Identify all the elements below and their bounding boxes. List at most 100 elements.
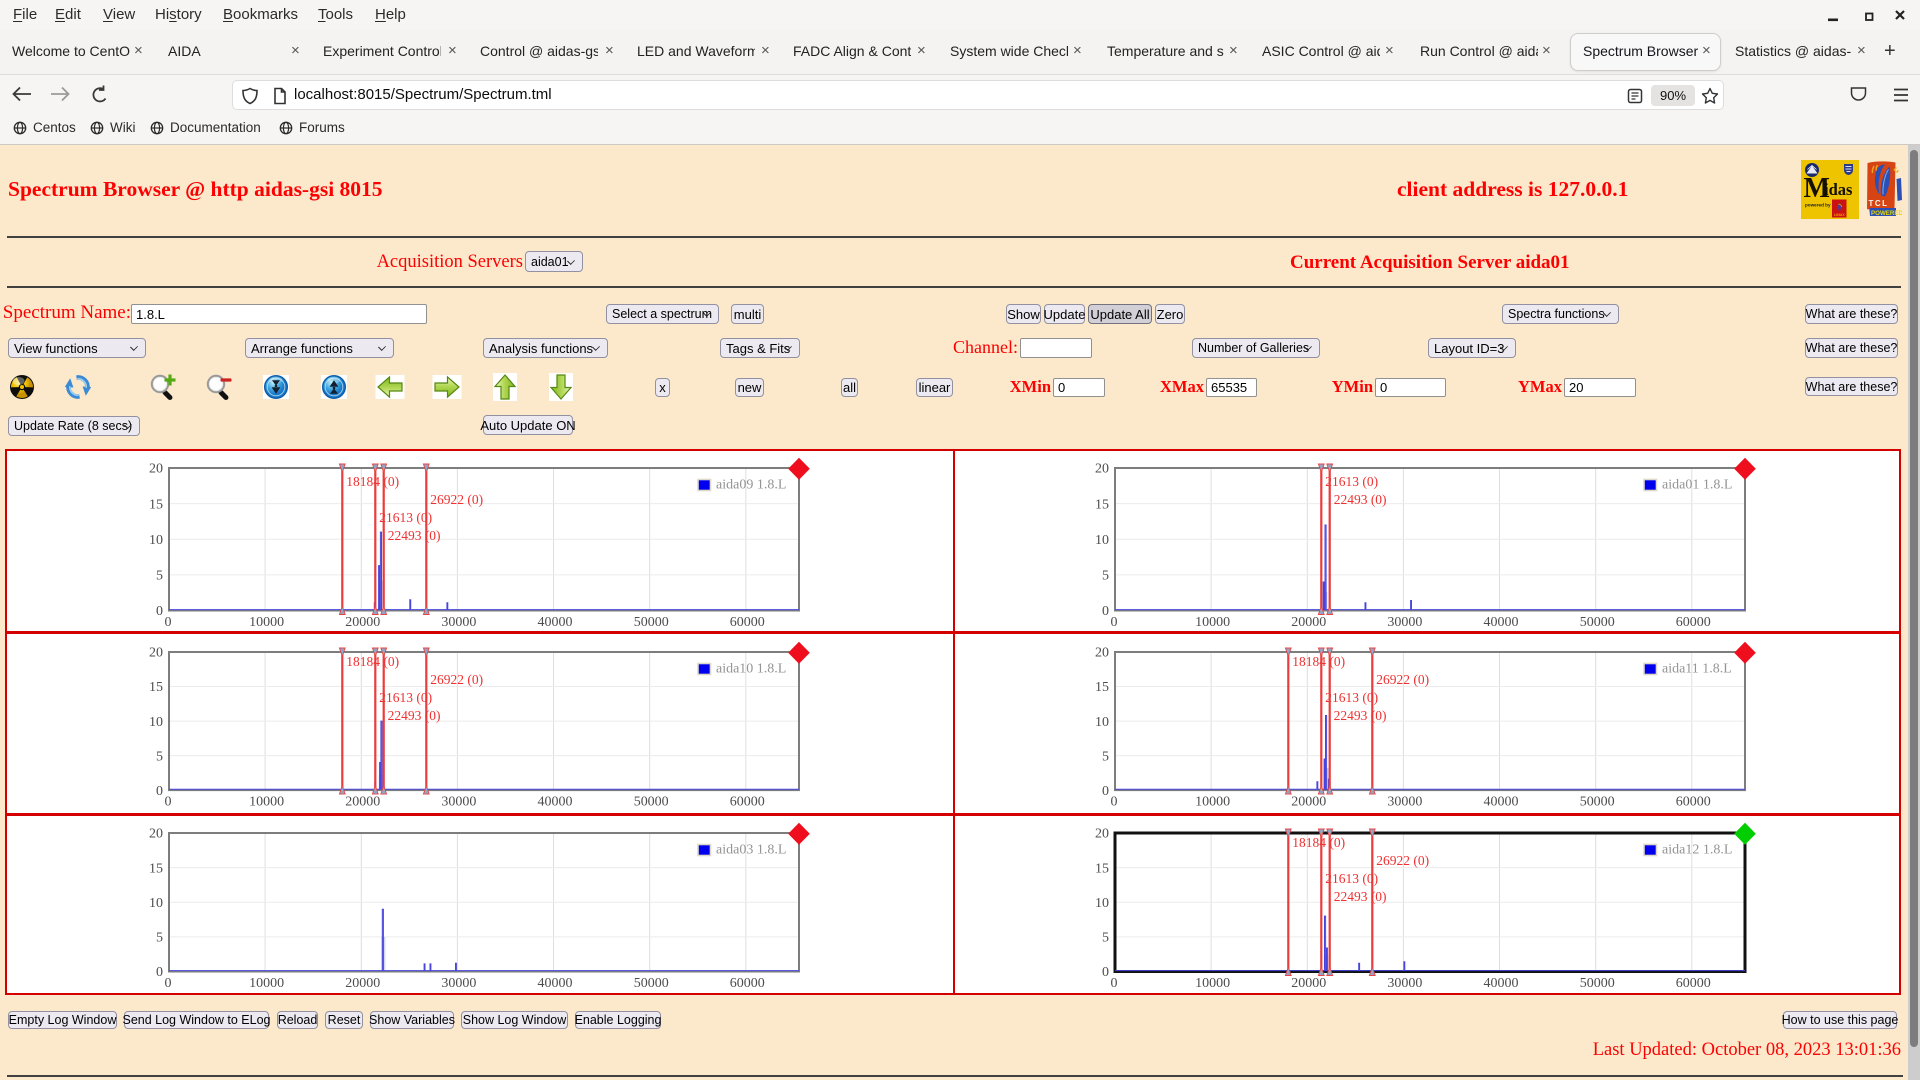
svg-text:26922 (0): 26922 (0) bbox=[1376, 672, 1429, 687]
svg-text:0: 0 bbox=[165, 976, 172, 991]
svg-text:60000: 60000 bbox=[730, 615, 765, 630]
svg-text:40000: 40000 bbox=[1484, 976, 1519, 991]
svg-text:0: 0 bbox=[1111, 795, 1118, 810]
svg-text:50000: 50000 bbox=[1580, 976, 1615, 991]
svg-text:idas: idas bbox=[1824, 180, 1853, 199]
svg-text:50000: 50000 bbox=[1580, 615, 1615, 630]
svg-text:10: 10 bbox=[1095, 533, 1109, 548]
svg-text:22493 (0): 22493 (0) bbox=[1334, 492, 1387, 507]
svg-text:40000: 40000 bbox=[1484, 615, 1519, 630]
svg-text:aida10 1.8.L: aida10 1.8.L bbox=[716, 662, 786, 677]
svg-text:10000: 10000 bbox=[249, 615, 284, 630]
svg-text:22493 (0): 22493 (0) bbox=[1334, 708, 1387, 723]
svg-text:0: 0 bbox=[165, 795, 172, 810]
svg-text:10: 10 bbox=[149, 896, 163, 911]
svg-text:5: 5 bbox=[1102, 568, 1109, 583]
svg-text:21613 (0): 21613 (0) bbox=[1325, 871, 1378, 886]
svg-text:20: 20 bbox=[1095, 461, 1109, 476]
svg-text:30000: 30000 bbox=[441, 795, 476, 810]
svg-text:50000: 50000 bbox=[634, 615, 669, 630]
svg-text:0: 0 bbox=[1102, 965, 1109, 980]
svg-text:10000: 10000 bbox=[1195, 615, 1230, 630]
svg-text:30000: 30000 bbox=[441, 976, 476, 991]
svg-text:15: 15 bbox=[149, 497, 163, 512]
svg-text:30000: 30000 bbox=[1387, 795, 1422, 810]
svg-text:10: 10 bbox=[1095, 715, 1109, 730]
svg-text:26922 (0): 26922 (0) bbox=[1376, 853, 1429, 868]
svg-text:aida12 1.8.L: aida12 1.8.L bbox=[1662, 843, 1732, 858]
svg-text:30000: 30000 bbox=[1387, 615, 1422, 630]
svg-text:20000: 20000 bbox=[1291, 976, 1326, 991]
svg-text:60000: 60000 bbox=[1676, 615, 1711, 630]
svg-text:40000: 40000 bbox=[538, 615, 573, 630]
svg-text:aida11 1.8.L: aida11 1.8.L bbox=[1662, 662, 1732, 677]
svg-text:LINUX: LINUX bbox=[1834, 213, 1845, 217]
svg-text:aida03 1.8.L: aida03 1.8.L bbox=[716, 843, 786, 858]
svg-text:15: 15 bbox=[1095, 680, 1109, 695]
svg-text:0: 0 bbox=[165, 615, 172, 630]
svg-text:0: 0 bbox=[1102, 604, 1109, 619]
svg-text:5: 5 bbox=[156, 931, 163, 946]
svg-text:0: 0 bbox=[1111, 976, 1118, 991]
svg-text:21613 (0): 21613 (0) bbox=[379, 510, 432, 525]
svg-text:15: 15 bbox=[149, 861, 163, 876]
svg-text:21613 (0): 21613 (0) bbox=[1325, 690, 1378, 705]
svg-text:20000: 20000 bbox=[345, 615, 380, 630]
svg-text:22493 (0): 22493 (0) bbox=[388, 528, 441, 543]
svg-text:30000: 30000 bbox=[1387, 976, 1422, 991]
svg-text:POWERED: POWERED bbox=[1871, 210, 1902, 217]
svg-text:30000: 30000 bbox=[441, 615, 476, 630]
svg-text:10000: 10000 bbox=[1195, 795, 1230, 810]
svg-text:50000: 50000 bbox=[1580, 795, 1615, 810]
svg-text:10: 10 bbox=[149, 715, 163, 730]
svg-text:15: 15 bbox=[1095, 497, 1109, 512]
svg-text:20: 20 bbox=[149, 646, 163, 661]
svg-text:20000: 20000 bbox=[345, 795, 380, 810]
svg-text:5: 5 bbox=[1102, 931, 1109, 946]
svg-text:18184 (0): 18184 (0) bbox=[1292, 654, 1345, 669]
svg-text:18184 (0): 18184 (0) bbox=[1292, 835, 1345, 850]
svg-text:18184 (0): 18184 (0) bbox=[346, 474, 399, 489]
svg-text:26922 (0): 26922 (0) bbox=[430, 672, 483, 687]
svg-text:60000: 60000 bbox=[730, 795, 765, 810]
svg-text:60000: 60000 bbox=[1676, 976, 1711, 991]
svg-text:aida01 1.8.L: aida01 1.8.L bbox=[1662, 477, 1732, 492]
svg-text:5: 5 bbox=[156, 568, 163, 583]
svg-text:40000: 40000 bbox=[538, 976, 573, 991]
svg-text:10000: 10000 bbox=[1195, 976, 1230, 991]
svg-text:powered by: powered by bbox=[1805, 203, 1831, 208]
svg-text:60000: 60000 bbox=[730, 976, 765, 991]
svg-text:21613 (0): 21613 (0) bbox=[379, 690, 432, 705]
svg-text:aida09 1.8.L: aida09 1.8.L bbox=[716, 477, 786, 492]
svg-text:TCL: TCL bbox=[1869, 199, 1889, 208]
svg-text:50000: 50000 bbox=[634, 795, 669, 810]
svg-text:20: 20 bbox=[149, 827, 163, 842]
svg-text:50000: 50000 bbox=[634, 976, 669, 991]
svg-text:5: 5 bbox=[1102, 750, 1109, 765]
svg-text:20000: 20000 bbox=[1291, 615, 1326, 630]
svg-text:M: M bbox=[1804, 173, 1830, 204]
svg-text:5: 5 bbox=[156, 750, 163, 765]
svg-text:0: 0 bbox=[1111, 615, 1118, 630]
svg-text:40000: 40000 bbox=[538, 795, 573, 810]
svg-text:20000: 20000 bbox=[1291, 795, 1326, 810]
svg-text:15: 15 bbox=[1095, 861, 1109, 876]
svg-text:0: 0 bbox=[156, 604, 163, 619]
svg-text:20000: 20000 bbox=[345, 976, 380, 991]
svg-text:21613 (0): 21613 (0) bbox=[1325, 474, 1378, 489]
svg-text:22493 (0): 22493 (0) bbox=[1334, 889, 1387, 904]
svg-text:0: 0 bbox=[156, 965, 163, 980]
svg-text:10: 10 bbox=[1095, 896, 1109, 911]
svg-text:0: 0 bbox=[1102, 784, 1109, 799]
svg-text:15: 15 bbox=[149, 680, 163, 695]
svg-text:10000: 10000 bbox=[249, 795, 284, 810]
svg-text:20: 20 bbox=[149, 461, 163, 476]
svg-text:60000: 60000 bbox=[1676, 795, 1711, 810]
svg-text:26922 (0): 26922 (0) bbox=[430, 492, 483, 507]
svg-text:22493 (0): 22493 (0) bbox=[388, 708, 441, 723]
svg-text:20: 20 bbox=[1095, 646, 1109, 661]
svg-text:18184 (0): 18184 (0) bbox=[346, 654, 399, 669]
svg-text:10000: 10000 bbox=[249, 976, 284, 991]
svg-text:40000: 40000 bbox=[1484, 795, 1519, 810]
svg-text:0: 0 bbox=[156, 784, 163, 799]
